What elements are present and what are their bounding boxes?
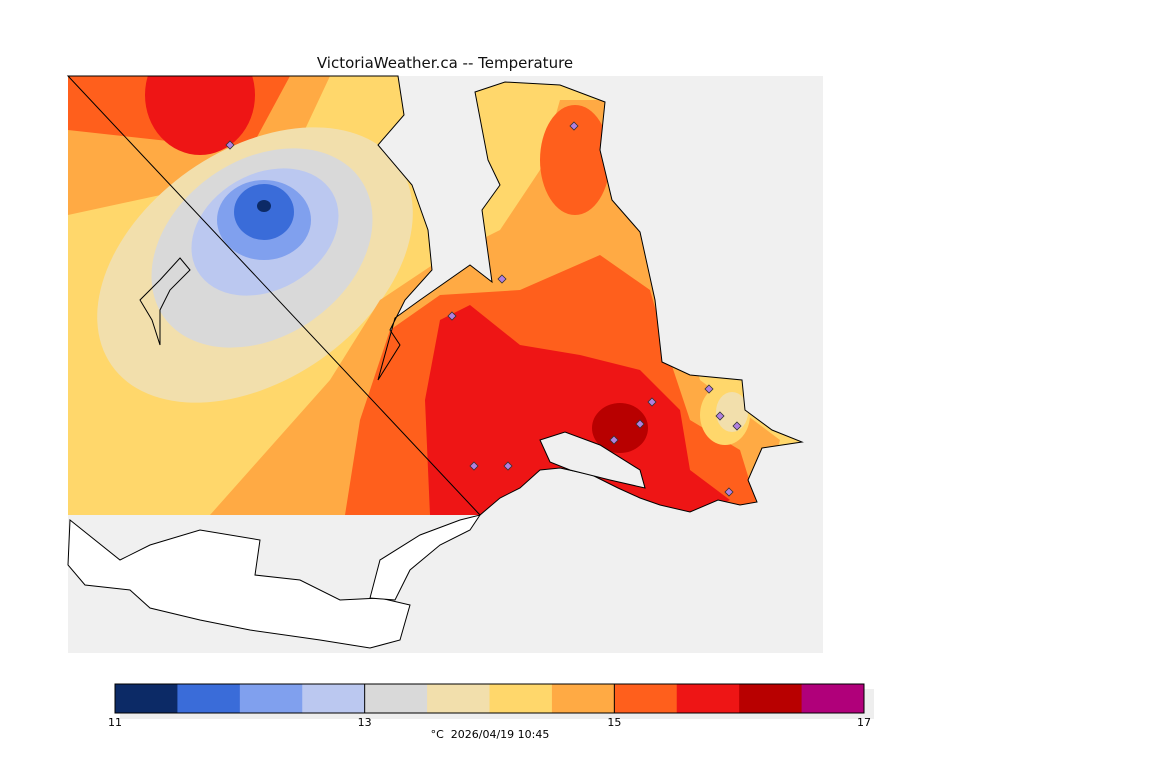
- inlet-water: [539, 431, 646, 489]
- station-marker[interactable]: [609, 435, 619, 445]
- station-marker[interactable]: [724, 487, 734, 497]
- colorbar-cell: [489, 684, 553, 713]
- colorbar-cell: [676, 684, 740, 713]
- colorbar-tick-label: 11: [108, 716, 122, 729]
- colorbar-tick-label: 15: [607, 716, 622, 729]
- station-markers: [225, 121, 742, 497]
- colorbar-cell: [739, 684, 803, 713]
- station-marker[interactable]: [635, 419, 645, 429]
- station-marker[interactable]: [569, 121, 579, 131]
- coastline: [66, 75, 804, 516]
- station-marker[interactable]: [469, 461, 479, 471]
- colorbar-cell: [551, 684, 615, 713]
- station-marker[interactable]: [715, 411, 725, 421]
- colorbar-cell: [239, 684, 303, 713]
- island-outline: [139, 257, 191, 346]
- colorbar-cell: [364, 684, 428, 713]
- station-marker[interactable]: [647, 397, 657, 407]
- station-marker[interactable]: [503, 461, 513, 471]
- station-marker[interactable]: [497, 274, 507, 284]
- land-area-south: [67, 518, 411, 649]
- colorbar-cell: [177, 684, 241, 713]
- land-area-southeast: [369, 514, 482, 601]
- colorbar-tick-label: 13: [357, 716, 372, 729]
- colorbar-cell: [614, 684, 678, 713]
- station-marker[interactable]: [732, 421, 742, 431]
- colorbar-tick-label: 17: [857, 716, 871, 729]
- map-title: VictoriaWeather.ca -- Temperature: [316, 54, 574, 72]
- colorbar-cell: [801, 684, 865, 713]
- colorbar-cell: [302, 684, 366, 713]
- colorbar-cell: [427, 684, 490, 713]
- station-marker[interactable]: [704, 384, 714, 394]
- station-marker[interactable]: [447, 311, 457, 321]
- colorbar-cell: [115, 684, 178, 713]
- colorbar-caption: °C 2026/04/19 10:45: [430, 728, 550, 741]
- station-marker[interactable]: [225, 140, 235, 150]
